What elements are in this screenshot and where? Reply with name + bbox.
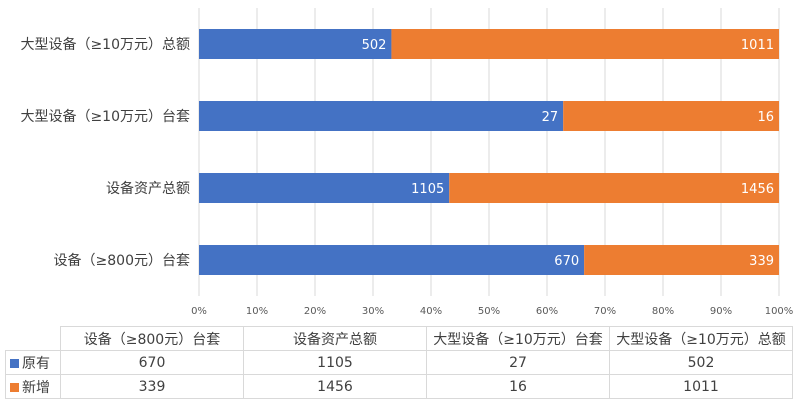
data-label: 670 (554, 254, 579, 269)
data-label: 339 (749, 254, 774, 269)
category-label: 大型设备（≥10万元）台套 (20, 108, 190, 125)
bar-segment (563, 101, 779, 131)
data-label: 1456 (741, 182, 774, 197)
data-label: 27 (542, 110, 559, 125)
x-tick-label: 70% (594, 306, 616, 317)
x-tick-label: 40% (420, 306, 442, 317)
table-header: 设备（≥800元）台套 (60, 326, 244, 351)
table-header: 大型设备（≥10万元）台套 (426, 326, 610, 351)
data-table: 设备（≥800元）台套 设备资产总额 大型设备（≥10万元）台套 大型设备（≥1… (5, 326, 793, 399)
bar-segment (584, 245, 779, 275)
x-tick-label: 50% (478, 306, 500, 317)
bar-segment (199, 245, 585, 275)
x-tick-label: 80% (652, 306, 674, 317)
x-tick-label: 0% (191, 306, 207, 317)
data-label: 16 (757, 110, 774, 125)
bar-segment (391, 29, 779, 59)
legend-swatch (10, 358, 19, 368)
table-cell: 339 (60, 374, 244, 399)
bars (199, 29, 779, 275)
x-tick-label: 10% (246, 306, 268, 317)
table-row: 新增 339 1456 16 1011 (5, 374, 793, 399)
table-cell: 1456 (243, 374, 427, 399)
category-labels: 大型设备（≥10万元）总额大型设备（≥10万元）台套设备资产总额设备（≥800元… (20, 36, 190, 269)
category-label: 设备资产总额 (106, 180, 190, 197)
legend-label: 原有 (22, 355, 50, 372)
data-label: 502 (362, 38, 387, 53)
x-tick-label: 20% (304, 306, 326, 317)
category-label: 设备（≥800元）台套 (54, 252, 190, 269)
table-cell: 16 (426, 374, 610, 399)
legend-entry-new: 新增 (5, 374, 61, 399)
table-cell: 1105 (243, 350, 427, 375)
data-label: 1011 (741, 38, 774, 53)
table-cell: 1011 (609, 374, 793, 399)
table-cell: 27 (426, 350, 610, 375)
legend-label: 新增 (22, 379, 50, 396)
data-label: 1105 (411, 182, 444, 197)
table-cell: 670 (60, 350, 244, 375)
x-tick-label: 100% (765, 306, 794, 317)
x-axis-ticks: 0% 10% 20% 30% 40% 50% 60% 70% 80% 90% 100% (191, 306, 793, 317)
x-tick-label: 90% (710, 306, 732, 317)
table-row: 原有 670 1105 27 502 (5, 350, 793, 375)
bar-segment (199, 101, 564, 131)
bar-segment (199, 173, 450, 203)
table-cell: 502 (609, 350, 793, 375)
data-labels: 502 1011 27 16 1105 1456 670 339 (362, 38, 774, 269)
x-tick-label: 60% (536, 306, 558, 317)
stacked-bar-chart: 502 1011 27 16 1105 1456 670 339 大型设备（≥10万元）总额大… (20, 8, 793, 317)
legend-entry-original: 原有 (5, 350, 61, 375)
table-header: 大型设备（≥10万元）总额 (609, 326, 793, 351)
table-header-row: 设备（≥800元）台套 设备资产总额 大型设备（≥10万元）台套 大型设备（≥1… (5, 326, 793, 351)
bar-segment (449, 173, 779, 203)
x-tick-label: 30% (362, 306, 384, 317)
category-label: 大型设备（≥10万元）总额 (20, 36, 190, 53)
bar-segment (199, 29, 392, 59)
table-header: 设备资产总额 (243, 326, 427, 351)
legend-swatch (10, 382, 19, 392)
table-corner (5, 326, 61, 351)
